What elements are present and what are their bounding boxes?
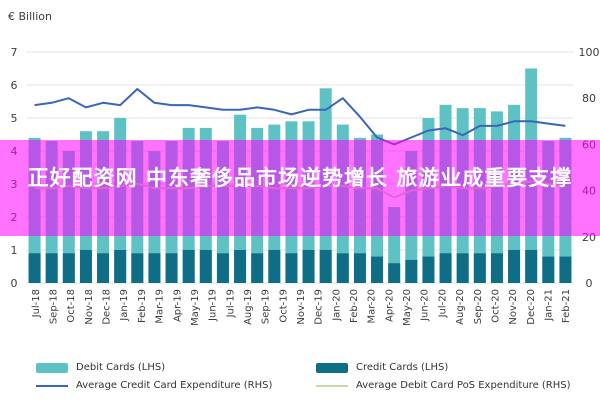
credit-bar bbox=[456, 253, 469, 283]
left-axis-unit-label: € Billion bbox=[8, 10, 52, 23]
credit-bar bbox=[353, 253, 366, 283]
credit-bar bbox=[508, 250, 521, 283]
left-tick-label: 5 bbox=[11, 112, 18, 125]
x-tick-label: Jul-19 bbox=[225, 289, 236, 318]
credit-bar bbox=[490, 253, 503, 283]
x-tick-label: Jul-20 bbox=[437, 289, 448, 318]
x-tick-label: Mar-20 bbox=[367, 289, 378, 324]
credit-bar bbox=[79, 250, 92, 283]
left-tick-label: 0 bbox=[11, 277, 18, 290]
credit-bar bbox=[405, 259, 418, 283]
x-tick-label: Feb-19 bbox=[137, 289, 148, 323]
legend-swatch-credit bbox=[316, 362, 348, 373]
credit-bar bbox=[216, 253, 229, 283]
x-tick-label: Dec-19 bbox=[314, 289, 325, 325]
x-axis-ticks: Jul-18 Sep-18 Oct-18 Nov-18 Dec-18 Jan-19 Feb-… bbox=[31, 289, 572, 326]
promo-overlay-band bbox=[0, 140, 600, 236]
x-tick-label: Nov-20 bbox=[508, 289, 519, 325]
x-tick-label: Mar-19 bbox=[155, 289, 166, 324]
x-tick-label: Oct-20 bbox=[491, 289, 502, 323]
x-tick-label: Jan-19 bbox=[119, 289, 130, 322]
right-tick-label: 80 bbox=[582, 92, 596, 105]
x-tick-label: Aug-19 bbox=[243, 289, 254, 325]
credit-bar bbox=[319, 250, 332, 283]
credit-bar bbox=[422, 256, 435, 283]
credit-bar bbox=[439, 253, 452, 283]
x-tick-label: May-20 bbox=[402, 289, 413, 326]
credit-bar bbox=[148, 253, 161, 283]
avg-credit-line bbox=[34, 88, 566, 146]
legend-swatch-debit bbox=[36, 362, 68, 373]
credit-bar bbox=[268, 250, 281, 283]
legend-label-avg-debit-pos: Average Debit Card PoS Expenditure (RHS) bbox=[356, 380, 571, 391]
chart-legend: Debit Cards (LHS) Credit Cards (LHS) Ave… bbox=[0, 352, 600, 400]
credit-bar bbox=[542, 256, 555, 283]
left-tick-label: 7 bbox=[11, 46, 18, 59]
debit-bar bbox=[388, 207, 401, 283]
credit-bar bbox=[336, 253, 349, 283]
x-tick-label: Apr-19 bbox=[172, 289, 183, 322]
legend-item-avg-credit: Average Credit Card Expenditure (RHS) bbox=[36, 380, 272, 391]
credit-bar bbox=[234, 250, 247, 283]
right-tick-label: 100 bbox=[579, 46, 600, 59]
x-tick-label: Sep-18 bbox=[49, 289, 60, 324]
x-tick-label: Jun-20 bbox=[420, 289, 431, 322]
x-tick-label: Jan-21 bbox=[544, 289, 555, 322]
credit-bar bbox=[97, 253, 110, 283]
credit-bar bbox=[371, 256, 384, 283]
x-tick-label: Dec-18 bbox=[102, 289, 113, 325]
x-tick-label: Nov-19 bbox=[296, 289, 307, 325]
credit-bar bbox=[388, 263, 401, 283]
x-tick-label: Sep-20 bbox=[473, 289, 484, 324]
legend-label-avg-credit: Average Credit Card Expenditure (RHS) bbox=[76, 380, 273, 391]
x-tick-label: Dec-20 bbox=[526, 289, 537, 325]
overlay-headline: 正好配资网 中东奢侈品市场逆势增长 旅游业成重要支撑 bbox=[27, 166, 573, 190]
legend-item-credit: Credit Cards (LHS) bbox=[316, 362, 448, 373]
legend-swatch-avg-debit-pos bbox=[316, 384, 348, 387]
credit-bar bbox=[285, 253, 298, 283]
x-tick-label: Sep-19 bbox=[261, 289, 272, 324]
x-tick-label: Nov-18 bbox=[84, 289, 95, 325]
legend-label-debit: Debit Cards (LHS) bbox=[76, 362, 166, 373]
credit-bar bbox=[182, 250, 195, 283]
x-tick-label: Jun-19 bbox=[208, 289, 219, 322]
x-tick-label: Feb-21 bbox=[561, 289, 572, 323]
credit-bar bbox=[165, 253, 178, 283]
left-tick-label: 6 bbox=[11, 79, 18, 92]
credit-bar bbox=[199, 250, 212, 283]
credit-bar bbox=[131, 253, 144, 283]
legend-item-avg-debit-pos: Average Debit Card PoS Expenditure (RHS) bbox=[316, 380, 571, 391]
legend-swatch-avg-credit bbox=[36, 384, 68, 387]
credit-bar bbox=[45, 253, 58, 283]
right-tick-label: 0 bbox=[586, 277, 593, 290]
legend-item-debit: Debit Cards (LHS) bbox=[36, 362, 165, 373]
credit-bar bbox=[114, 250, 127, 283]
x-tick-label: Apr-20 bbox=[384, 289, 395, 322]
legend-label-credit: Credit Cards (LHS) bbox=[356, 362, 449, 373]
credit-bar bbox=[473, 253, 486, 283]
x-tick-label: Oct-19 bbox=[278, 289, 289, 323]
credit-bar bbox=[302, 250, 315, 283]
x-tick-label: Aug-20 bbox=[455, 289, 466, 325]
credit-bar bbox=[62, 253, 75, 283]
x-tick-label: Jul-18 bbox=[31, 289, 42, 318]
left-tick-label: 1 bbox=[11, 244, 18, 257]
credit-bar bbox=[525, 250, 538, 283]
x-tick-label: Feb-20 bbox=[349, 289, 360, 323]
credit-bar bbox=[559, 256, 572, 283]
x-tick-label: Oct-18 bbox=[66, 289, 77, 323]
x-tick-label: May-19 bbox=[190, 289, 201, 326]
x-tick-label: Jan-20 bbox=[331, 289, 342, 322]
credit-bar bbox=[251, 253, 264, 283]
credit-bar bbox=[28, 253, 41, 283]
